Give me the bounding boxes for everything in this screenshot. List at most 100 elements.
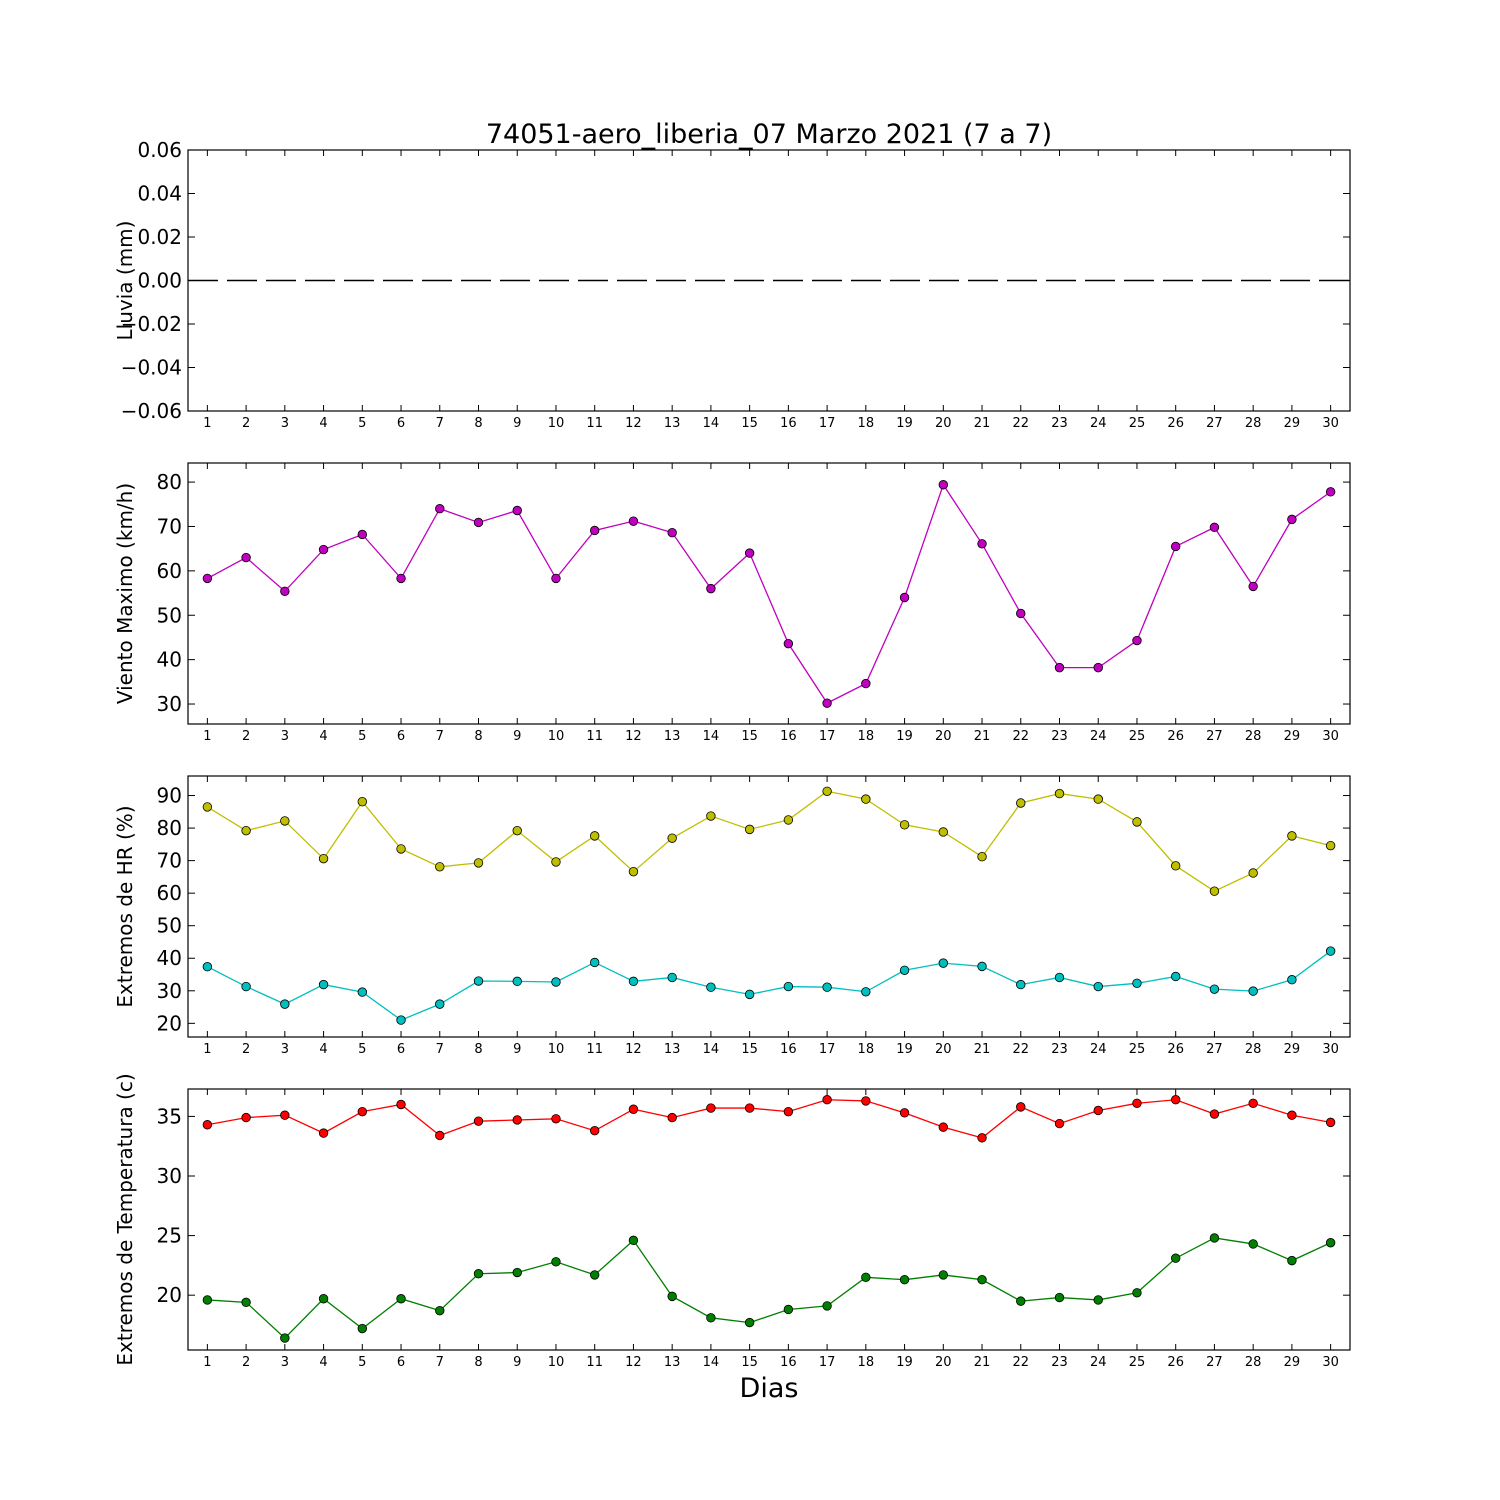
data-point — [590, 831, 600, 841]
x-tick-label: 28 — [1245, 1042, 1262, 1057]
data-point — [357, 987, 368, 997]
data-point — [1209, 984, 1220, 994]
x-tick-label: 30 — [1322, 1355, 1339, 1370]
x-tick-label: 6 — [397, 1355, 405, 1370]
data-point — [202, 1120, 213, 1130]
data-point — [628, 866, 639, 877]
data-point — [783, 1304, 794, 1315]
x-tick-label: 7 — [436, 729, 444, 744]
x-tick-label: 15 — [741, 416, 758, 431]
x-tick-label: 10 — [548, 729, 565, 744]
x-tick-label: 30 — [1322, 729, 1339, 744]
data-point — [628, 1104, 639, 1114]
y-tick-label: −0.06 — [121, 399, 182, 423]
y-tick-label: −0.02 — [121, 312, 182, 336]
x-tick-label: 20 — [935, 1042, 952, 1057]
x-tick-label: 20 — [935, 1355, 952, 1370]
series-line-2 — [207, 1237, 1331, 1339]
data-point — [667, 1112, 677, 1123]
x-tick-label: 11 — [586, 1355, 603, 1370]
data-point — [241, 825, 251, 836]
data-point — [280, 1110, 290, 1120]
panels-group: 1 2 3 4 5 6 7 8 9 10 11 12 13 14 15 16 17 18 19 20 21 22 23 24 2… — [113, 138, 1351, 1370]
data-point — [1287, 975, 1297, 985]
x-tick-label: 1 — [203, 729, 211, 744]
data-point — [744, 1103, 755, 1113]
data-point — [861, 1272, 871, 1283]
x-tick-label: 11 — [586, 416, 603, 431]
series-line-1 — [207, 483, 1332, 704]
data-point — [1093, 662, 1103, 673]
data-point — [822, 698, 832, 708]
x-tick-label: 4 — [319, 729, 327, 744]
data-point — [241, 981, 251, 992]
y-tick-label: 40 — [157, 946, 182, 970]
x-tick-label: 12 — [625, 416, 642, 431]
data-point — [280, 586, 290, 596]
data-point — [280, 816, 290, 826]
x-tick-label: 19 — [896, 1042, 913, 1057]
data-point — [1016, 1296, 1026, 1306]
x-tick-label: 7 — [436, 1355, 444, 1370]
x-tick-label: 26 — [1167, 729, 1184, 744]
x-tick-label: 17 — [819, 416, 836, 431]
x-tick-label: 4 — [319, 1042, 327, 1057]
y-tick-label: 0.02 — [137, 225, 182, 249]
data-point — [1132, 635, 1142, 646]
y-tick-label: 50 — [157, 603, 182, 627]
x-tick-label: 13 — [664, 729, 681, 744]
data-point — [1248, 986, 1258, 996]
x-tick-label: 27 — [1206, 1042, 1223, 1057]
data-point — [861, 1096, 871, 1106]
data-point — [551, 573, 561, 584]
x-tick-label: 16 — [780, 1355, 797, 1370]
data-point — [1016, 608, 1026, 619]
data-point — [590, 957, 600, 968]
x-tick-label: 5 — [358, 1355, 366, 1370]
data-point — [473, 517, 484, 528]
data-point — [1132, 1288, 1142, 1298]
x-tick-label: 25 — [1129, 729, 1146, 744]
data-point — [628, 516, 639, 526]
data-point — [744, 989, 755, 1000]
x-tick-label: 8 — [474, 1355, 482, 1370]
data-point — [744, 1317, 755, 1328]
x-tick-label: 21 — [974, 1042, 991, 1057]
y-axis-label: Extremos de HR (%) — [113, 805, 137, 1007]
x-tick-label: 12 — [625, 729, 642, 744]
data-point — [899, 965, 910, 975]
x-tick-label: 26 — [1167, 1355, 1184, 1370]
x-tick-label: 24 — [1090, 1042, 1107, 1057]
data-point — [977, 852, 987, 862]
y-tick-label: 25 — [157, 1224, 182, 1248]
x-tick-label: 1 — [203, 1355, 211, 1370]
data-point — [938, 480, 949, 490]
data-point — [822, 982, 832, 992]
x-tick-label: 9 — [513, 1355, 521, 1370]
y-tick-label: 80 — [157, 816, 182, 840]
x-tick-label: 7 — [436, 1042, 444, 1057]
data-point — [318, 1128, 329, 1138]
x-tick-label: 13 — [664, 1355, 681, 1370]
data-point — [861, 678, 871, 689]
data-point — [1287, 514, 1297, 525]
x-tick-label: 16 — [780, 416, 797, 431]
data-point — [318, 979, 329, 990]
data-point — [1093, 794, 1103, 804]
data-point — [396, 1294, 406, 1304]
y-tick-label: 30 — [157, 692, 182, 716]
data-point — [435, 1130, 445, 1141]
data-point — [280, 1333, 290, 1343]
x-tick-label: 25 — [1129, 1355, 1146, 1370]
panel-3: 1 2 3 4 5 6 7 8 9 10 11 12 13 14 15 16 17 18 19 20 21 22 23 24 2… — [113, 775, 1351, 1057]
data-point — [1325, 487, 1336, 497]
data-point — [1093, 1295, 1103, 1305]
x-tick-label: 28 — [1245, 1355, 1262, 1370]
x-tick-label: 2 — [242, 1355, 250, 1370]
data-point — [783, 1106, 794, 1117]
x-tick-label: 29 — [1284, 729, 1301, 744]
data-point — [706, 1103, 716, 1113]
data-point — [667, 1291, 677, 1302]
x-tick-label: 6 — [397, 1042, 405, 1057]
y-axis-label: Lluvia (mm) — [113, 221, 137, 341]
